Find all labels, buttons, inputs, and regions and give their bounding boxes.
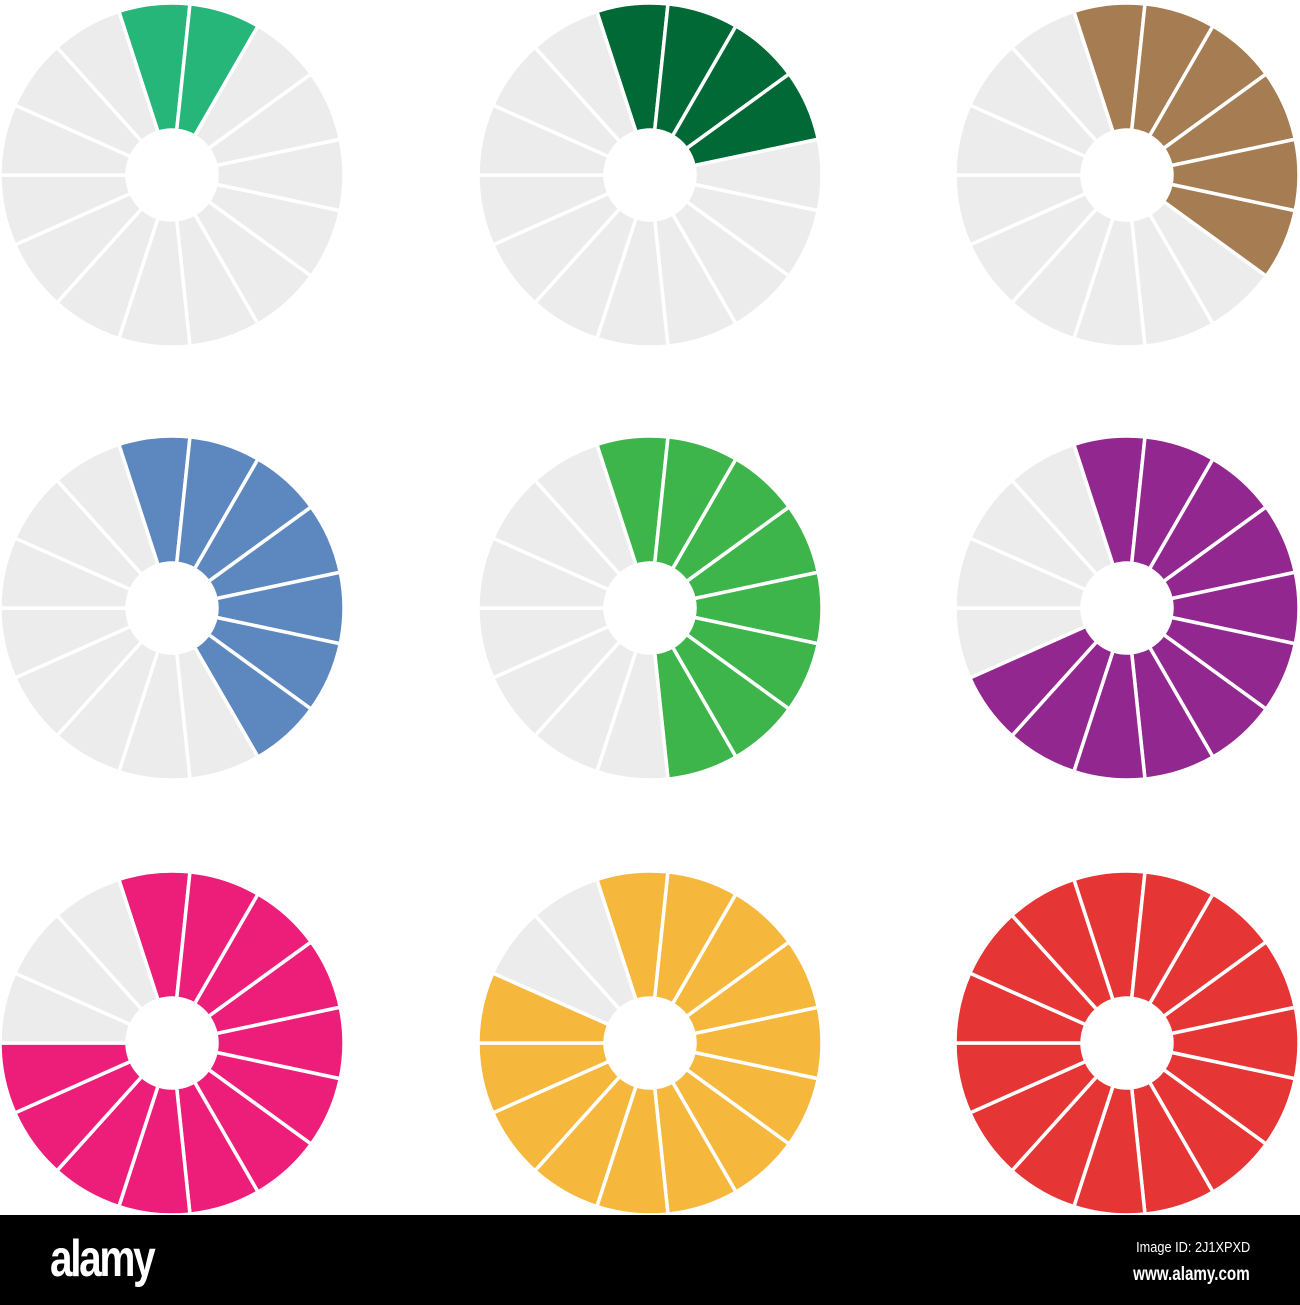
wheel-segment-empty — [54, 9, 161, 145]
progress-wheel — [953, 1, 1300, 349]
progress-wheel — [953, 434, 1300, 782]
progress-wheel — [0, 434, 346, 782]
wheel-segment-empty — [54, 442, 161, 578]
progress-wheel — [476, 434, 824, 782]
watermark-footer: alamy Image ID: 2J1XPXD www.alamy.com — [0, 1215, 1300, 1305]
wheel-segment-empty — [1009, 442, 1116, 578]
alamy-logo: alamy — [50, 1230, 156, 1288]
progress-wheel — [476, 1, 824, 349]
wheel-segment-empty — [1009, 9, 1116, 145]
progress-wheel — [0, 869, 346, 1215]
wheel-segment-empty — [532, 877, 639, 1013]
wheel-segment-empty — [532, 9, 639, 145]
wheel-segment-empty — [532, 442, 639, 578]
site-url: www.alamy.com — [1133, 1264, 1250, 1285]
progress-wheel — [476, 869, 824, 1215]
image-id: Image ID: 2J1XPXD — [1135, 1239, 1250, 1256]
progress-wheels-grid — [0, 1, 1300, 1215]
wheel-segment-empty — [54, 877, 161, 1013]
wheel-segment-filled — [1009, 877, 1116, 1013]
progress-wheel — [0, 1, 346, 349]
progress-wheel — [953, 869, 1300, 1215]
